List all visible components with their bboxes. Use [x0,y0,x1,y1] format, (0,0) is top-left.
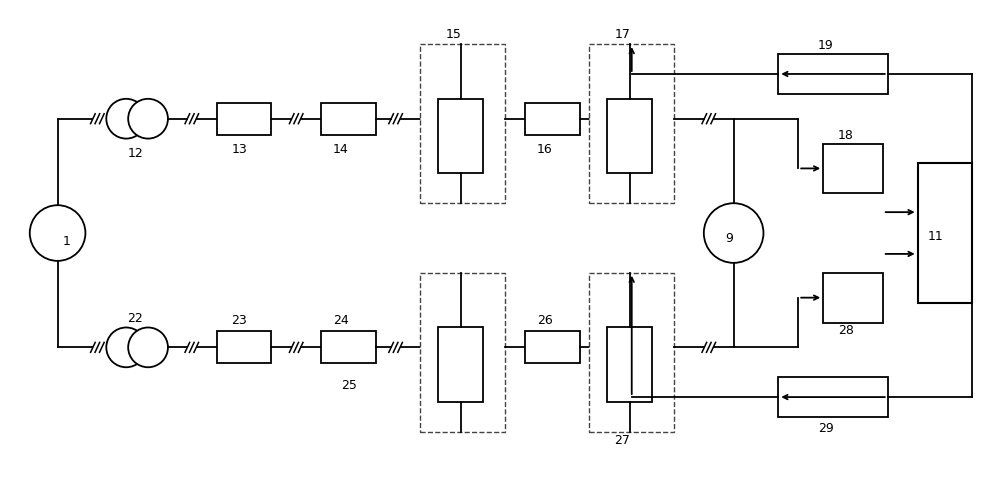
Text: 12: 12 [127,147,143,161]
Text: 1: 1 [63,235,70,248]
Bar [321,331,376,363]
Bar [778,54,888,94]
Circle shape [128,99,168,139]
Text: 19: 19 [818,39,834,52]
Text: 18: 18 [838,129,854,141]
Text: 22: 22 [127,312,143,325]
Bar [525,103,580,135]
Bar [438,99,483,174]
Text: 28: 28 [838,325,854,337]
Bar [420,273,505,432]
Text: 17: 17 [614,28,630,41]
Text: 9: 9 [726,232,734,245]
Bar [823,143,883,193]
Circle shape [704,203,763,263]
Text: 13: 13 [232,143,247,156]
Circle shape [106,99,146,139]
Circle shape [106,327,146,367]
Bar [918,163,972,303]
Bar [420,44,505,203]
Bar [607,327,652,402]
Text: 25: 25 [341,379,357,392]
Bar [321,103,376,135]
Circle shape [30,205,85,261]
Text: 26: 26 [537,315,553,327]
Bar [589,44,674,203]
Circle shape [128,327,168,367]
Text: 24: 24 [333,315,349,327]
Bar [438,327,483,402]
Bar [217,331,271,363]
Text: 14: 14 [333,143,349,156]
Bar [823,273,883,323]
Text: 27: 27 [614,434,630,447]
Bar [589,273,674,432]
Text: 29: 29 [818,422,834,435]
Text: 15: 15 [445,28,461,41]
Bar [217,103,271,135]
Text: 11: 11 [928,230,943,243]
Text: 16: 16 [537,143,553,156]
Bar [607,99,652,174]
Text: 23: 23 [232,315,247,327]
Bar [778,377,888,417]
Bar [525,331,580,363]
